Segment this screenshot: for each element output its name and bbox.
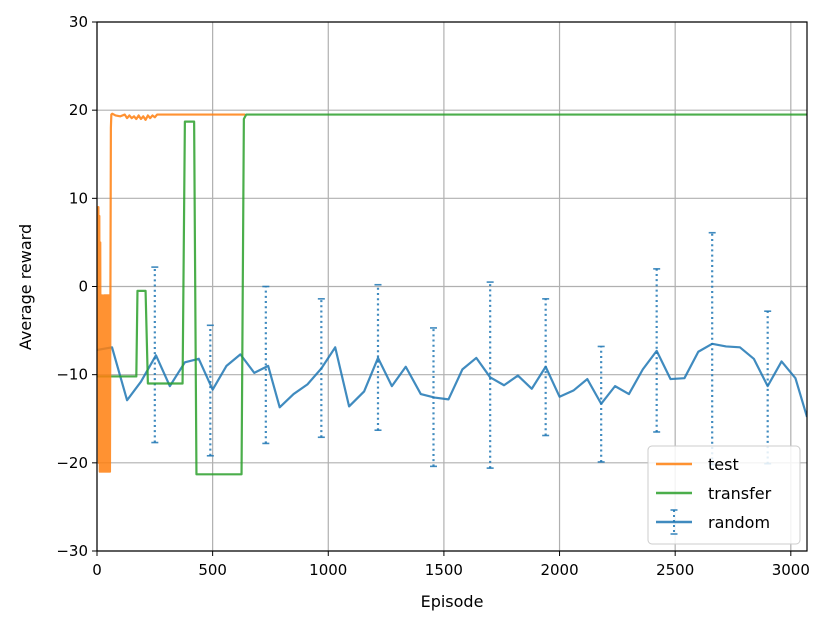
x-tick-label: 3000 bbox=[772, 561, 810, 579]
y-tick-label: 0 bbox=[78, 278, 88, 296]
legend-label: random bbox=[708, 513, 770, 532]
plot-area bbox=[97, 112, 807, 476]
legend-box bbox=[647, 445, 801, 545]
legend-item-random: random bbox=[656, 509, 770, 535]
x-tick-label: 500 bbox=[198, 561, 227, 579]
series-line-transfer bbox=[97, 113, 807, 476]
y-tick-label: 20 bbox=[69, 101, 88, 119]
ticks: 0 500 1000 1500 2000 2500 3000 −30 −20 −10 0 10 20 30 bbox=[56, 13, 810, 579]
legend: test transfer random bbox=[647, 445, 801, 545]
x-axis-label: Episode bbox=[421, 592, 484, 611]
legend-item-transfer: transfer bbox=[656, 484, 772, 503]
legend-item-test: test bbox=[656, 455, 739, 474]
x-tick-label: 2500 bbox=[656, 561, 694, 579]
series-transfer bbox=[97, 113, 807, 476]
y-tick-label: −10 bbox=[56, 366, 88, 384]
x-tick-label: 1000 bbox=[309, 561, 347, 579]
y-tick-label: 10 bbox=[69, 189, 88, 207]
series-test bbox=[97, 112, 246, 473]
x-tick-label: 1500 bbox=[425, 561, 463, 579]
y-tick-label: 30 bbox=[69, 13, 88, 31]
series-line-random bbox=[97, 342, 807, 418]
y-tick-label: −30 bbox=[56, 542, 88, 560]
x-tick-label: 2000 bbox=[540, 561, 578, 579]
x-tick-label: 0 bbox=[92, 561, 102, 579]
series-line-test bbox=[97, 112, 246, 473]
y-axis-label: Average reward bbox=[16, 224, 35, 350]
legend-label: test bbox=[708, 455, 739, 474]
legend-label: transfer bbox=[708, 484, 772, 503]
series-random bbox=[97, 231, 807, 469]
series-layer bbox=[97, 112, 807, 476]
y-tick-label: −20 bbox=[56, 454, 88, 472]
